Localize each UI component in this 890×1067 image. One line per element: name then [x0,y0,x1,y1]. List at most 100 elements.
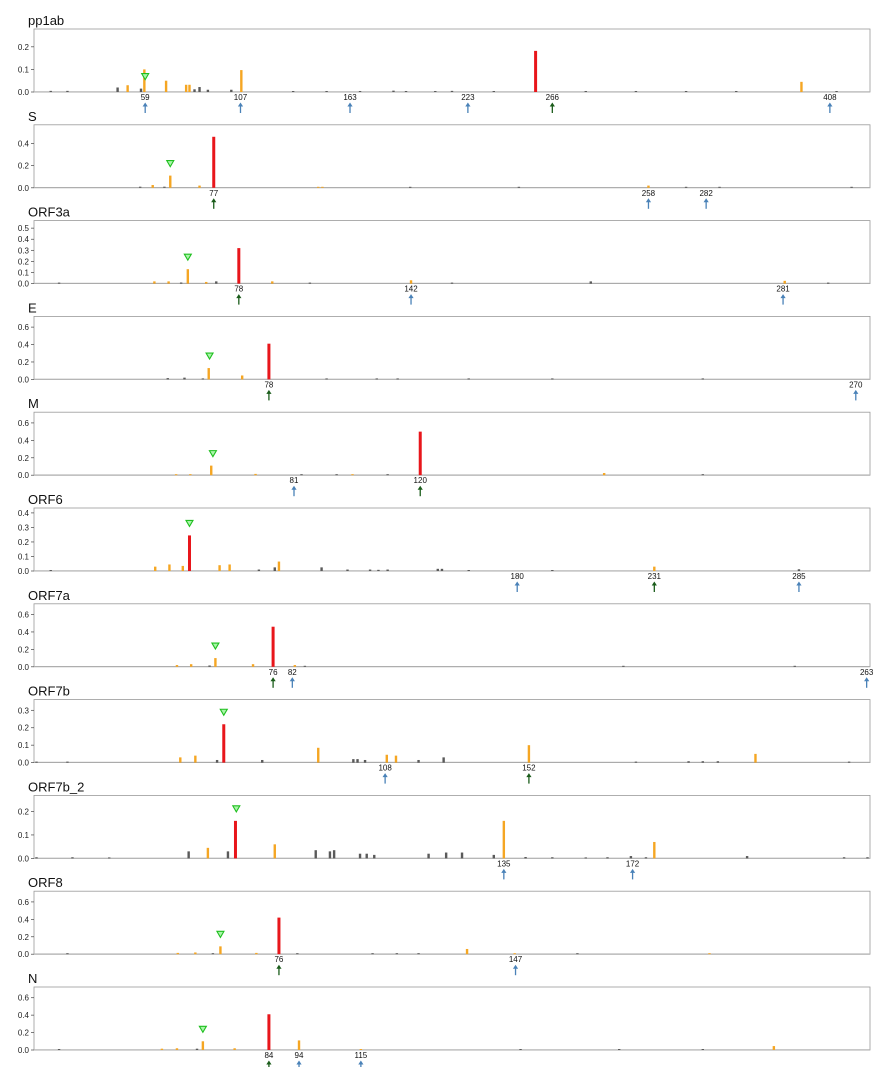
bar-red [233,820,237,859]
arrow-head [645,198,652,203]
bar-gray [827,282,830,284]
position-label: 59 [141,93,150,102]
bar-gray [492,854,495,859]
y-tick-label: 0.0 [18,184,30,193]
bar-orange [385,754,388,763]
bar-gray [847,761,851,763]
bar-orange [189,664,193,667]
bar-gray [138,186,142,188]
bar-orange [653,566,656,571]
bar-gray [460,852,464,859]
peak-triangle-icon [140,73,150,81]
panel-orf7b: ORF7b 0.0 0.1 0.2 0.3 108 152 [18,684,871,784]
position-label: 115 [354,1051,367,1060]
panel-orf8: ORF8 0.0 0.2 0.4 0.6 76 147 [18,875,871,976]
bar-gray [201,378,205,380]
y-tick-label: 0.3 [18,523,30,532]
bar-orange [772,1046,776,1050]
bar-orange [527,745,531,763]
bar-gray [436,568,439,571]
peak-triangle-icon [185,519,194,528]
bar-orange [167,281,170,284]
arrow-head [358,1060,364,1065]
bar-gray [551,857,554,859]
bar-gray [257,569,261,571]
bar-gray [49,90,52,92]
position-label: 163 [343,93,357,102]
bar-red [534,50,538,92]
bar-gray [363,759,367,763]
bar-orange [179,757,182,763]
bar-gray [49,570,52,571]
bar-orange [277,561,281,571]
arrow-head [864,677,870,682]
bar-orange [174,474,178,476]
position-label: 263 [860,668,874,677]
bar-gray [35,761,38,763]
bar-gray [409,186,412,188]
bar-gray [866,857,869,859]
bar-orange [188,84,191,92]
y-tick-label: 0.4 [18,436,30,445]
arrow-head [827,102,833,107]
panel-e: E 0.0 0.2 0.4 0.6 78 270 [18,300,871,401]
bar-gray [116,87,119,92]
bar-gray [850,186,853,188]
bar-orange [186,269,190,284]
bar-orange [297,1040,301,1050]
bar-gray [444,852,448,859]
bar-gray [57,1049,61,1050]
bar-orange [317,747,320,763]
panel-orf7b-2: ORF7b_2 0.0 0.1 0.2 135 172 [18,779,871,880]
bar-gray [551,378,554,380]
y-tick-label: 0.0 [18,950,30,959]
bar-orange [126,85,129,92]
y-tick-label: 0.0 [18,280,30,289]
bar-gray [417,953,420,955]
position-label: 76 [274,955,283,964]
y-tick-label: 0.2 [18,43,30,52]
panel-title: ORF7b [28,684,70,699]
panel-title: ORF8 [28,875,63,890]
bar-orange [255,952,258,955]
bar-orange [205,281,208,284]
bar-gray [335,474,338,476]
bar-gray [524,856,527,859]
position-label: 81 [290,476,299,485]
y-tick-label: 0.2 [18,162,30,171]
peak-triangle-icon [208,450,218,458]
bar-orange [176,952,179,955]
position-label: 180 [511,572,525,581]
y-tick-label: 0.0 [18,759,30,768]
bar-orange [175,665,179,667]
peak-triangle-icon [165,160,175,168]
bar-orange [359,1049,363,1050]
bar-orange [465,948,469,955]
bar-orange [240,375,244,380]
y-tick-label: 0.0 [18,663,30,672]
bar-gray [314,850,317,859]
bar-gray [735,91,738,92]
bar-gray [66,90,69,92]
position-label: 76 [269,668,278,677]
arrow-head [549,102,555,107]
y-tick-label: 0.1 [18,552,30,561]
position-label: 108 [378,764,392,773]
position-label: 107 [234,93,248,102]
panel-title: N [28,971,37,986]
arrow-head [276,964,282,969]
bar-orange [214,658,217,667]
bar-gray [308,282,312,284]
bar-orange [251,664,255,667]
bar-orange [210,465,213,476]
bar-orange [201,1041,205,1050]
bar-gray [303,665,307,667]
bar-gray [328,851,332,859]
bar-gray [745,856,749,859]
y-tick-label: 0.4 [18,139,30,148]
y-tick-label: 0.0 [18,375,30,384]
bar-gray [644,857,648,859]
y-tick-label: 0.0 [18,1046,30,1055]
panel-title: E [28,300,37,315]
